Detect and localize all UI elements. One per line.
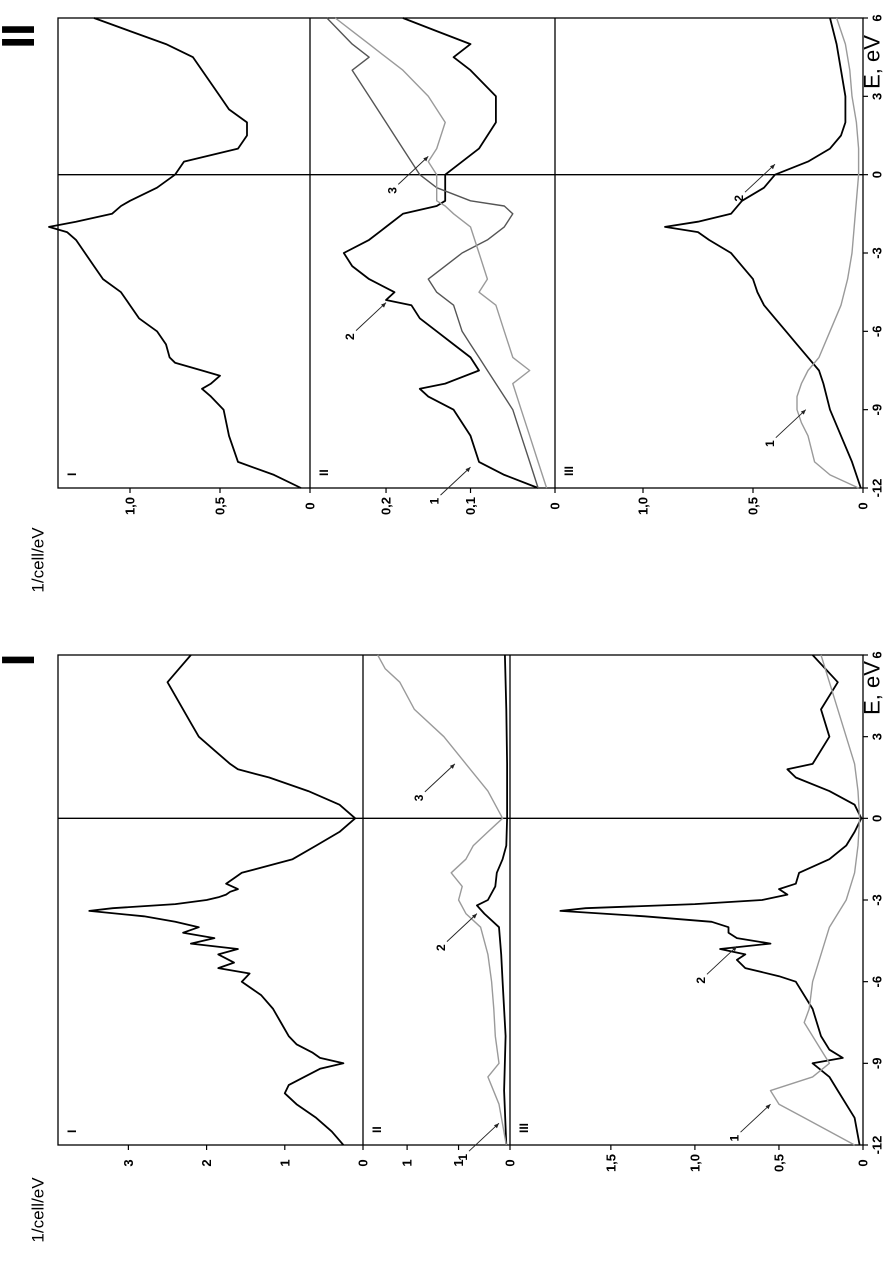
y-tick-label: 0 — [548, 502, 563, 509]
panel-1: I 0 1 2 3 — [65, 654, 371, 1167]
annotation-arrow — [424, 763, 456, 793]
y-tick-label: 1,0 — [636, 497, 651, 515]
y-tick-label: 1,0 — [687, 1154, 702, 1172]
panel-label: I — [65, 1130, 79, 1133]
panel-label: III — [517, 1123, 531, 1133]
annotation-label: 1 — [763, 440, 777, 447]
x-tick-label: -12 — [870, 1136, 885, 1155]
panel-label: I — [65, 473, 79, 476]
y-tick-label: 0 — [856, 502, 871, 509]
annotation-label: 3 — [385, 187, 399, 194]
panel-3: III 0 0,5 1,0 1,5 1 2 — [517, 654, 871, 1172]
x-tick-label: 0 — [870, 171, 885, 178]
y-tick-label: 0,5 — [213, 497, 228, 515]
series-line-black — [664, 17, 862, 489]
series-line-black — [342, 17, 539, 489]
series-line-gray — [377, 654, 507, 1146]
annotation-arrow — [744, 163, 776, 193]
x-tick-label: -9 — [870, 404, 885, 416]
plot-frame — [57, 654, 864, 1146]
annotation-label: 3 — [412, 794, 426, 801]
figure-label: I — [0, 654, 44, 667]
annotation-arrowhead — [765, 1104, 771, 1110]
y-tick-label: 1 — [451, 1159, 466, 1166]
annotation-arrow — [397, 156, 429, 185]
annotation-arrowhead — [423, 156, 429, 162]
panel-2: II 0 0,1 0,2 1 2 3 — [317, 17, 563, 515]
series-line-gray — [334, 17, 548, 489]
y-tick-label: 3 — [121, 1159, 136, 1166]
annotation-arrow — [355, 302, 387, 331]
annotation-arrowhead — [449, 763, 455, 769]
annotation-arrowhead — [770, 164, 775, 170]
series-line-gray — [769, 654, 861, 1146]
x-tick-label: -3 — [870, 894, 885, 906]
y-tick-label: 0,5 — [746, 497, 761, 515]
y-tick-label: 0 — [303, 502, 318, 509]
annotation-arrow — [468, 1122, 500, 1152]
annotation-label: 1 — [456, 1154, 470, 1161]
annotation-arrowhead — [465, 467, 471, 473]
annotation-label: 2 — [434, 944, 448, 951]
panel-3: III 0 0,5 1,0 1 2 — [562, 17, 871, 515]
x-tick-label: -6 — [870, 326, 885, 338]
y-tick-label: 2 — [199, 1159, 214, 1166]
y-tick-label: 1,5 — [603, 1154, 618, 1172]
annotation-arrowhead — [493, 1123, 499, 1129]
series-line-gray — [796, 17, 860, 489]
x-tick-label: -9 — [870, 1058, 885, 1070]
x-tick-label: -6 — [870, 976, 885, 988]
y-tick-label: 1 — [400, 1159, 415, 1166]
annotation-label: 2 — [343, 333, 357, 340]
x-tick-label: 0 — [870, 815, 885, 822]
y-tick-label: 0 — [856, 1159, 871, 1166]
panel-label: III — [562, 466, 576, 476]
series-line-darkgray — [326, 17, 539, 489]
annotation-arrowhead — [731, 946, 737, 952]
figure-label: II — [0, 23, 44, 49]
annotation-arrow — [775, 409, 807, 438]
series-line-black — [475, 654, 509, 1146]
panel-label: II — [370, 1126, 384, 1133]
x-tick-label: 6 — [870, 651, 885, 658]
x-axis-label: E, eV — [860, 661, 885, 715]
annotation-arrow — [706, 945, 738, 975]
annotation-arrow — [446, 913, 478, 942]
x-tick-label: 3 — [870, 733, 885, 740]
annotation-arrowhead — [471, 913, 477, 919]
y-axis-label: 1/cell/eV — [29, 527, 48, 593]
y-tick-label: 0 — [356, 1159, 371, 1166]
series-line-black — [48, 17, 302, 489]
x-tick-label: 6 — [870, 14, 885, 21]
annotation-label: 1 — [428, 497, 442, 504]
x-axis-label: E, eV — [860, 35, 885, 89]
x-tick-label: -12 — [870, 479, 885, 498]
series-line-black — [559, 654, 863, 1146]
series-line-black — [88, 654, 357, 1146]
y-tick-label: 0 — [503, 1159, 518, 1166]
y-tick-label: 1,0 — [123, 497, 138, 515]
annotation-label: 2 — [732, 195, 746, 202]
y-tick-label: 0,5 — [771, 1154, 786, 1172]
annotation-arrow — [440, 466, 471, 496]
annotation-arrowhead — [381, 302, 387, 308]
annotation-arrowhead — [800, 409, 806, 415]
y-tick-label: 0,1 — [463, 497, 478, 515]
x-tick-label: 3 — [870, 93, 885, 100]
panel-1: I 0 0,5 1,0 — [48, 17, 318, 515]
y-tick-label: 1 — [277, 1159, 292, 1166]
y-tick-label: 0,2 — [379, 497, 394, 515]
panel-label: II — [317, 469, 331, 476]
x-tick-label: -3 — [870, 247, 885, 259]
annotation-label: 2 — [694, 977, 708, 984]
annotation-arrow — [740, 1103, 771, 1133]
plot-frame — [57, 17, 864, 489]
annotation-label: 1 — [728, 1135, 742, 1142]
y-axis-label: 1/cell/eV — [29, 1177, 48, 1243]
